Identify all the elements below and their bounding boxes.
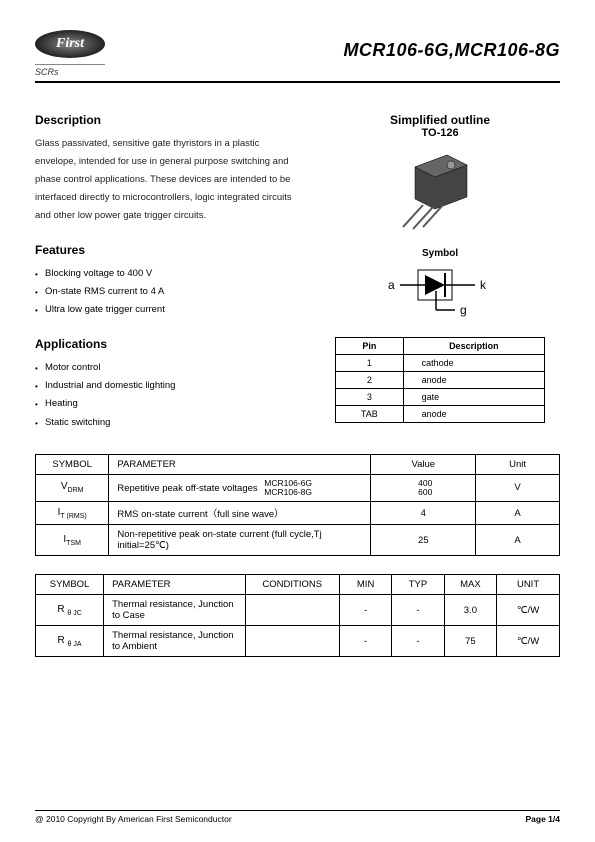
package-name: TO-126 — [422, 127, 459, 139]
param-header: PARAMETER — [109, 454, 371, 474]
unit-cell: ℃/W — [497, 626, 560, 657]
copyright-text: @ 2010 Copyright By American First Semic… — [35, 814, 232, 824]
table-row: TABanode — [336, 406, 545, 423]
content-columns: Description Glass passivated, sensitive … — [35, 113, 560, 432]
symbol-cell: R θ JC — [36, 595, 104, 626]
unit-cell: V — [476, 474, 560, 502]
param-cell: Thermal resistance, Junction to Ambient — [104, 626, 245, 657]
value-header: Value — [371, 454, 476, 474]
scr-symbol: a k g — [380, 265, 500, 323]
description-text: Glass passivated, sensitive gate thyrist… — [35, 135, 300, 225]
unit-header: Unit — [476, 454, 560, 474]
list-item: Industrial and domestic lighting — [35, 377, 300, 395]
table-row: 1cathode — [336, 355, 545, 372]
cond-cell — [245, 626, 339, 657]
pin-cell: 2 — [336, 372, 404, 389]
page-footer: @ 2010 Copyright By American First Semic… — [35, 810, 560, 824]
min-cell: - — [339, 595, 391, 626]
list-item: Heating — [35, 395, 300, 413]
ratings-table: SYMBOL PARAMETER Value Unit VDRM Repetit… — [35, 454, 560, 557]
applications-list: Motor control Industrial and domestic li… — [35, 359, 300, 431]
max-cell: 3.0 — [444, 595, 496, 626]
thermal-table: SYMBOL PARAMETER CONDITIONS MIN TYP MAX … — [35, 574, 560, 657]
value-cell: 4 — [371, 502, 476, 525]
part-number-title: MCR106-6G,MCR106-8G — [343, 40, 560, 61]
brand-logo: First — [35, 30, 105, 58]
cond-cell — [245, 595, 339, 626]
gate-label: g — [460, 303, 467, 317]
list-item: Ultra low gate trigger current — [35, 301, 300, 319]
unit-cell: A — [476, 502, 560, 525]
table-row: IT (RMS) RMS on-state current（full sine … — [36, 502, 560, 525]
anode-label: a — [388, 278, 395, 292]
param-header: PARAMETER — [104, 575, 245, 595]
package-image — [385, 147, 495, 232]
to126-icon — [385, 147, 495, 232]
table-row: R θ JA Thermal resistance, Junction to A… — [36, 626, 560, 657]
page-number: Page 1/4 — [526, 814, 561, 824]
value-cell: 25 — [371, 525, 476, 556]
table-row: VDRM Repetitive peak off-state voltages … — [36, 474, 560, 502]
page-header: First SCRs MCR106-6G,MCR106-8G — [35, 30, 560, 83]
desc-cell: cathode — [403, 355, 544, 372]
conditions-header: CONDITIONS — [245, 575, 339, 595]
pin-cell: 3 — [336, 389, 404, 406]
min-header: MIN — [339, 575, 391, 595]
pin-header: Pin — [336, 338, 404, 355]
symbol-label: Symbol — [422, 248, 458, 259]
table-row: SYMBOL PARAMETER CONDITIONS MIN TYP MAX … — [36, 575, 560, 595]
symbol-cell: VDRM — [36, 474, 109, 502]
max-header: MAX — [444, 575, 496, 595]
list-item: Static switching — [35, 414, 300, 432]
param-cell: Repetitive peak off-state voltages MCR10… — [109, 474, 371, 502]
param-cell: RMS on-state current（full sine wave） — [109, 502, 371, 525]
typ-header: TYP — [392, 575, 444, 595]
value-cell: 400600 — [371, 474, 476, 502]
logo-block: First SCRs — [35, 30, 105, 77]
typ-cell: - — [392, 595, 444, 626]
param-cell: Thermal resistance, Junction to Case — [104, 595, 245, 626]
max-cell: 75 — [444, 626, 496, 657]
left-column: Description Glass passivated, sensitive … — [35, 113, 300, 432]
symbol-cell: IT (RMS) — [36, 502, 109, 525]
list-item: Motor control — [35, 359, 300, 377]
list-item: On-state RMS current to 4 A — [35, 283, 300, 301]
desc-cell: anode — [403, 406, 544, 423]
table-row: SYMBOL PARAMETER Value Unit — [36, 454, 560, 474]
pin-cell: TAB — [336, 406, 404, 423]
unit-header: UNIT — [497, 575, 560, 595]
symbol-cell: ITSM — [36, 525, 109, 556]
cathode-label: k — [480, 278, 487, 292]
outline-heading: Simplified outline — [390, 113, 490, 127]
desc-cell: anode — [403, 372, 544, 389]
table-row: 2anode — [336, 372, 545, 389]
desc-header: Description — [403, 338, 544, 355]
symbol-header: SYMBOL — [36, 454, 109, 474]
table-row: R θ JC Thermal resistance, Junction to C… — [36, 595, 560, 626]
pin-table: Pin Description 1cathode 2anode 3gate TA… — [335, 337, 545, 423]
typ-cell: - — [392, 626, 444, 657]
pin-cell: 1 — [336, 355, 404, 372]
min-cell: - — [339, 626, 391, 657]
features-list: Blocking voltage to 400 V On-state RMS c… — [35, 265, 300, 319]
table-row: ITSM Non-repetitive peak on-state curren… — [36, 525, 560, 556]
right-column: Simplified outline TO-126 Symbol a — [320, 113, 560, 432]
param-cell: Non-repetitive peak on-state current (fu… — [109, 525, 371, 556]
list-item: Blocking voltage to 400 V — [35, 265, 300, 283]
unit-cell: A — [476, 525, 560, 556]
unit-cell: ℃/W — [497, 595, 560, 626]
table-row: Pin Description — [336, 338, 545, 355]
logo-rule — [35, 64, 105, 65]
category-label: SCRs — [35, 67, 105, 77]
features-heading: Features — [35, 243, 300, 257]
table-row: 3gate — [336, 389, 545, 406]
description-heading: Description — [35, 113, 300, 127]
desc-cell: gate — [403, 389, 544, 406]
symbol-header: SYMBOL — [36, 575, 104, 595]
symbol-cell: R θ JA — [36, 626, 104, 657]
applications-heading: Applications — [35, 337, 300, 351]
